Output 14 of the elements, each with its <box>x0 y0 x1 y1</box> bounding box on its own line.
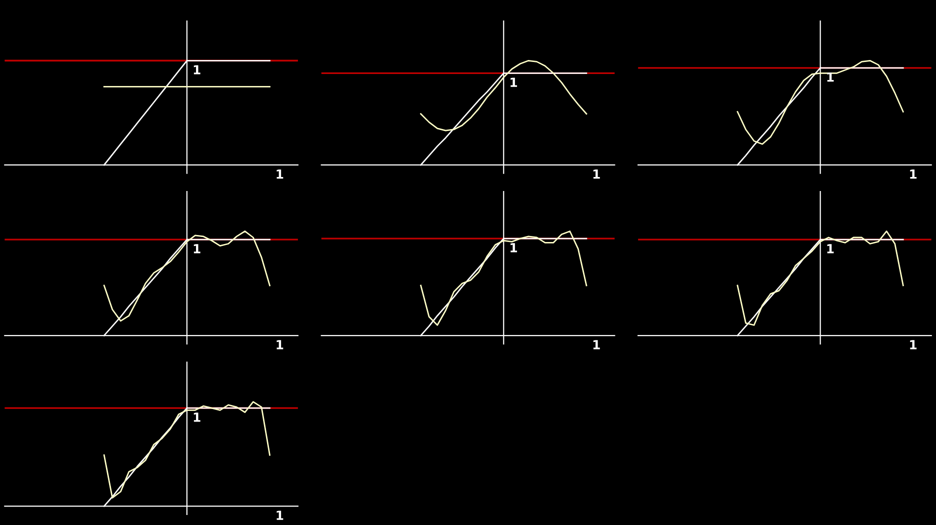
text: 1 <box>910 170 917 179</box>
text: 1 <box>276 340 284 350</box>
text: 1 <box>593 170 600 179</box>
annotation: 1 <box>194 244 200 254</box>
annotation: 1 <box>510 78 518 87</box>
text: 1 <box>276 170 284 179</box>
text: 1 <box>593 340 600 350</box>
text: 1 <box>276 510 284 520</box>
annotation: 1 <box>827 72 834 82</box>
annotation: 1 <box>827 244 834 254</box>
annotation: 1 <box>510 243 518 252</box>
text: 1 <box>910 340 917 350</box>
annotation: 1 <box>194 65 200 74</box>
annotation: 1 <box>194 412 200 422</box>
